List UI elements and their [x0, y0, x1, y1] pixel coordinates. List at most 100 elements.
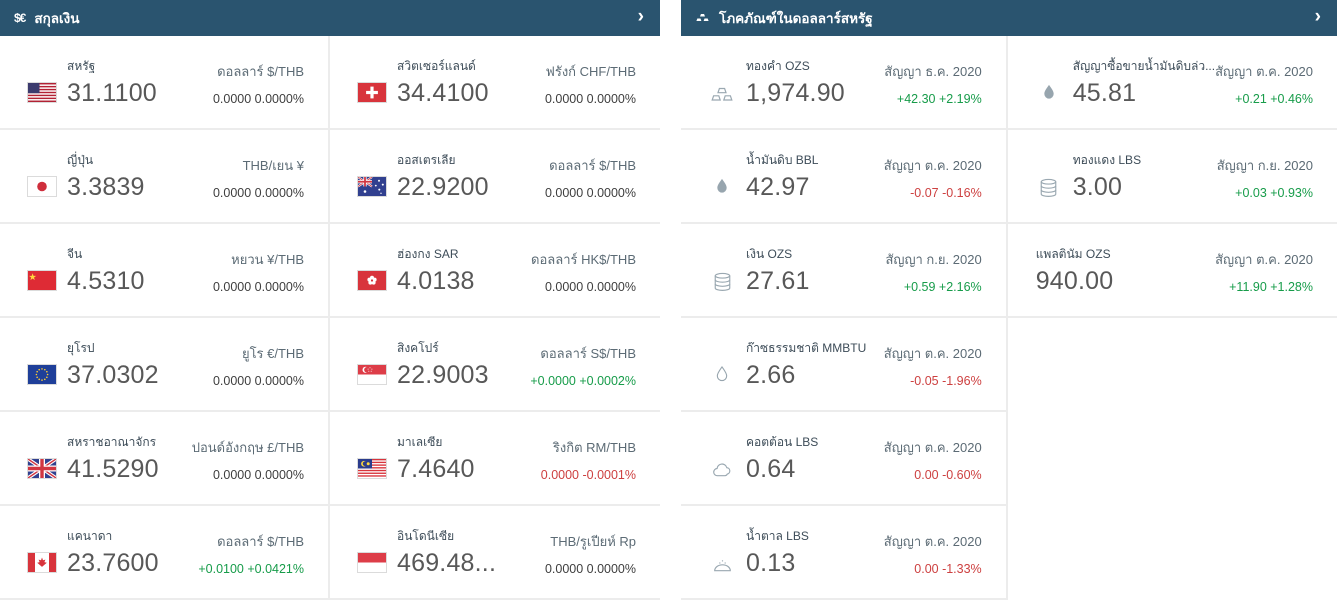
row-side: สัญญา ต.ค. 2020 -0.07 -0.16%: [884, 152, 982, 200]
row-main: คอตต้อน LBS 0.64: [709, 433, 819, 483]
commodity-row-silver[interactable]: เงิน OZS 27.61 สัญญา ก.ย. 2020 +0.59 +2.…: [681, 224, 1008, 318]
currencies-panel-title: สกุลเงิน: [34, 11, 80, 26]
currency-name: อินโดนีเซีย: [397, 529, 455, 544]
currency-name: สหรัฐ: [67, 59, 96, 74]
contract-label: สัญญา ธ.ค. 2020: [884, 64, 982, 79]
commodity-name: ทองคำ OZS: [746, 59, 810, 74]
commodities-chevron-right-icon[interactable]: ›: [1314, 6, 1321, 27]
commodity-value: 3.00: [1072, 173, 1123, 202]
currency-change: 0.0000 0.0000%: [212, 374, 304, 388]
gold-bars-header-icon: [695, 13, 710, 24]
commodity-change: -0.07 -0.16%: [910, 186, 982, 200]
empty-cell: [1007, 506, 1337, 600]
commodity-change: +42.30 +2.19%: [896, 92, 982, 106]
commodity-value: 0.13: [746, 549, 796, 578]
silver-coins-icon: [709, 271, 735, 292]
commodity-change: -0.05 -1.96%: [910, 374, 982, 388]
currency-row-singapore[interactable]: สิงคโปร์ 22.9003 ดอลลาร์ S$/THB +0.0000 …: [330, 318, 660, 412]
currency-change: 0.0000 -0.0001%: [540, 468, 636, 482]
currency-pair: ฟรังก์ CHF/THB: [545, 64, 636, 79]
currency-row-hongkong[interactable]: ฮ่องกง SAR 4.0138 ดอลลาร์ HK$/THB 0.0000…: [330, 224, 660, 318]
currency-pair: ดอลลาร์ HK$/THB: [531, 252, 636, 267]
currency-value: 41.5290: [67, 455, 159, 484]
currency-name: สหราชอาณาจักร: [67, 435, 157, 450]
contract-label: สัญญา ต.ค. 2020: [1215, 64, 1313, 79]
eu-flag-icon: [28, 364, 56, 384]
empty-cell: [1007, 412, 1337, 506]
currency-change: 0.0000 0.0000%: [544, 92, 636, 106]
currency-row-canada[interactable]: แคนาดา 23.7600 ดอลลาร์ $/THB +0.0100 +0.…: [0, 506, 330, 600]
commodity-row-sugar[interactable]: น้ำตาล LBS 0.13 สัญญา ต.ค. 2020 0.00 -1.…: [681, 506, 1008, 600]
contract-label: สัญญา ก.ย. 2020: [1216, 158, 1313, 173]
row-side: สัญญา ต.ค. 2020 0.00 -0.60%: [884, 434, 982, 482]
my-flag-icon: [358, 458, 386, 478]
us-flag-icon: [28, 82, 56, 102]
commodities-grid: ทองคำ OZS 1,974.90 สัญญา ธ.ค. 2020 +42.3…: [681, 36, 1337, 600]
commodity-change: +11.90 +1.28%: [1229, 280, 1313, 294]
ca-flag-icon: [28, 552, 56, 572]
currency-row-malaysia[interactable]: มาเลเซีย 7.4640 ริงกิต RM/THB 0.0000 -0.…: [330, 412, 660, 506]
commodity-name: น้ำมันดิบ BBL: [746, 153, 819, 168]
contract-label: สัญญา ก.ย. 2020: [885, 252, 982, 267]
commodity-row-copper[interactable]: ทองแดง LBS 3.00 สัญญา ก.ย. 2020 +0.03 +0…: [1007, 130, 1337, 224]
currency-row-uk[interactable]: สหราชอาณาจักร 41.5290 ปอนด์อังกฤษ £/THB …: [0, 412, 330, 506]
sg-flag-icon: [358, 364, 386, 384]
row-main: น้ำมันดิบ BBL 42.97: [709, 151, 819, 201]
commodity-change: 0.00 -0.60%: [914, 468, 982, 482]
id-flag-icon: [358, 552, 386, 572]
hk-flag-icon: [358, 270, 386, 290]
row-main: เงิน OZS 27.61: [709, 245, 810, 295]
row-side: ดอลลาร์ HK$/THB 0.0000 0.0000%: [531, 246, 636, 294]
currency-row-europe[interactable]: ยุโรป 37.0302 ยูโร €/THB 0.0000 0.0000%: [0, 318, 330, 412]
currency-pair: ยูโร €/THB: [241, 346, 304, 361]
contract-label: สัญญา ต.ค. 2020: [1215, 252, 1313, 267]
currency-name: ฮ่องกง SAR: [397, 247, 459, 262]
currencies-grid: สหรัฐ 31.1100 ดอลลาร์ $/THB 0.0000 0.000…: [0, 36, 660, 600]
commodity-row-cotton[interactable]: คอตต้อน LBS 0.64 สัญญา ต.ค. 2020 0.00 -0…: [681, 412, 1008, 506]
currency-row-usa[interactable]: สหรัฐ 31.1100 ดอลลาร์ $/THB 0.0000 0.000…: [0, 36, 330, 130]
row-side: ดอลลาร์ S$/THB +0.0000 +0.0002%: [530, 340, 636, 388]
currency-pair: ดอลลาร์ $/THB: [217, 64, 304, 79]
commodity-row-gold[interactable]: ทองคำ OZS 1,974.90 สัญญา ธ.ค. 2020 +42.3…: [681, 36, 1008, 130]
currency-name: แคนาดา: [67, 529, 113, 544]
currencies-chevron-right-icon[interactable]: ›: [637, 6, 644, 27]
currency-row-china[interactable]: จีน 4.5310 หยวน ¥/THB 0.0000 0.0000%: [0, 224, 330, 318]
commodity-row-natural-gas[interactable]: ก๊าซธรรมชาติ MMBTU 2.66 สัญญา ต.ค. 2020 …: [681, 318, 1008, 412]
currency-change: 0.0000 0.0000%: [212, 468, 304, 482]
currency-value: 469.48...: [397, 549, 497, 578]
currency-row-indonesia[interactable]: อินโดนีเซีย 469.48... THB/รูเปียห์ Rp 0.…: [330, 506, 660, 600]
commodity-name: ทองแดง LBS: [1072, 153, 1142, 168]
currency-name: สิงคโปร์: [397, 341, 439, 356]
commodity-value: 45.81: [1072, 79, 1137, 108]
currency-row-japan[interactable]: ญี่ปุ่น 3.3839 THB/เยน ¥ 0.0000 0.0000%: [0, 130, 330, 224]
row-main: อินโดนีเซีย 469.48...: [358, 527, 497, 578]
currency-row-switzerland[interactable]: สวิตเซอร์แลนด์ 34.4100 ฟรังก์ CHF/THB 0.…: [330, 36, 660, 130]
currency-change: 0.0000 0.0000%: [544, 186, 636, 200]
commodity-row-brent-futures[interactable]: สัญญาซื้อขายน้ำมันดิบล่ว... 45.81 สัญญา …: [1007, 36, 1337, 130]
commodity-value: 1,974.90: [746, 79, 845, 108]
row-side: ยูโร €/THB 0.0000 0.0000%: [213, 340, 304, 388]
commodity-change: 0.00 -1.33%: [914, 562, 982, 576]
currency-header-icon: $€: [14, 11, 26, 25]
row-main: มาเลเซีย 7.4640: [358, 433, 475, 484]
currency-change: 0.0000 0.0000%: [212, 280, 304, 294]
copper-coins-icon: [1036, 177, 1062, 198]
contract-label: สัญญา ต.ค. 2020: [883, 534, 982, 549]
currency-row-australia[interactable]: ออสเตรเลีย 22.9200 ดอลลาร์ $/THB 0.0000 …: [330, 130, 660, 224]
cotton-cloud-icon: [709, 461, 735, 480]
currency-pair: ดอลลาร์ $/THB: [217, 534, 304, 549]
currency-value: 7.4640: [397, 455, 475, 484]
row-side: สัญญา ต.ค. 2020 0.00 -1.33%: [884, 528, 982, 576]
commodity-row-platinum[interactable]: แพลตินัม OZS 940.00 สัญญา ต.ค. 2020 +11.…: [1007, 224, 1337, 318]
currency-change: +0.0100 +0.0421%: [198, 562, 304, 576]
row-main: ฮ่องกง SAR 4.0138: [358, 245, 475, 295]
commodity-name: คอตต้อน LBS: [746, 435, 819, 450]
currency-name: ออสเตรเลีย: [397, 153, 456, 168]
commodities-panel-header: โภคภัณฑ์ในดอลลาร์สหรัฐ ›: [681, 0, 1337, 36]
gb-flag-icon: [28, 458, 56, 478]
row-main: สัญญาซื้อขายน้ำมันดิบล่ว... 45.81: [1036, 57, 1216, 108]
commodity-row-crude-oil[interactable]: น้ำมันดิบ BBL 42.97 สัญญา ต.ค. 2020 -0.0…: [681, 130, 1008, 224]
row-side: THB/เยน ¥ 0.0000 0.0000%: [213, 152, 304, 200]
commodity-name: สัญญาซื้อขายน้ำมันดิบล่ว...: [1072, 59, 1216, 74]
